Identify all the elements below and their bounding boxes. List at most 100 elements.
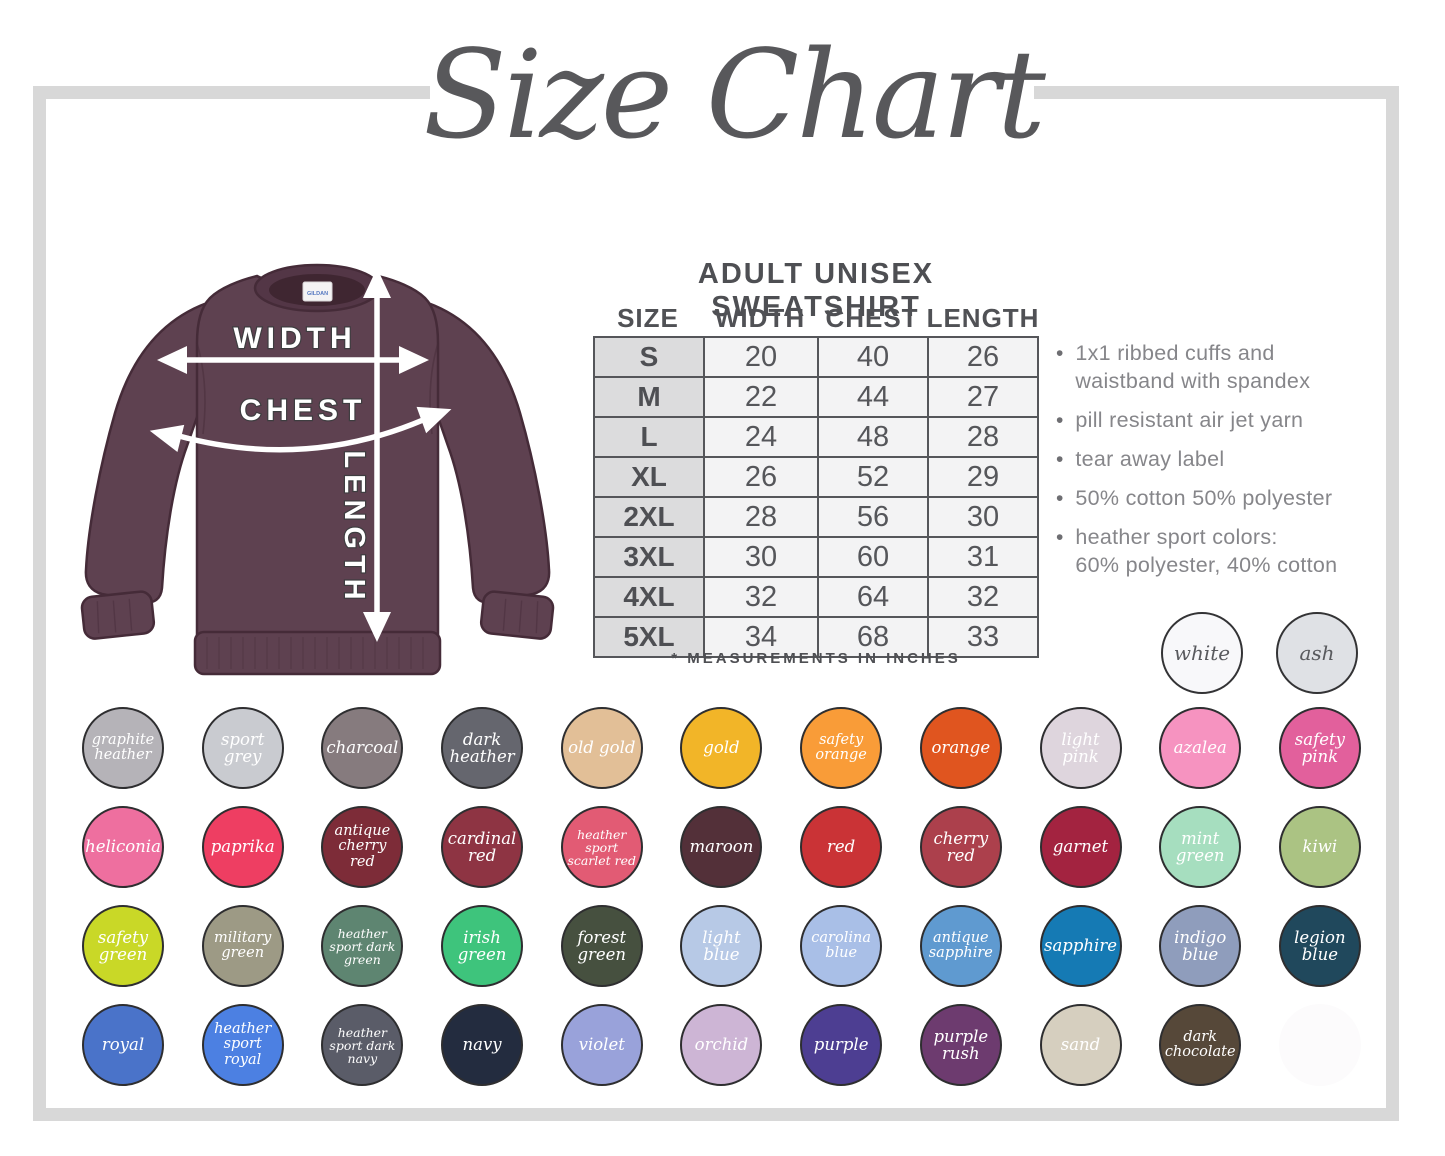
swatch-irish-green: irish green (441, 905, 524, 987)
swatch-heather-sport-dark-navy: heather sport dark navy (321, 1004, 404, 1086)
swatch-row: heliconia paprika antique cherry red cardin… (82, 806, 1361, 888)
feature-text: heather sport colors: 60% polyester, 40%… (1075, 524, 1338, 577)
swatch-cherry-red: cherry red (919, 806, 1002, 888)
width-arrow (157, 346, 429, 374)
size-table: SIZE WIDTH CHEST LENGTH S 20 40 26 M 22 44 27 L 24 48… (593, 300, 1039, 658)
column-header-chest: CHEST (825, 302, 919, 333)
swatch-paprika: paprika (201, 806, 284, 888)
sweatshirt-diagram: GILDAN WIDTH CHEST LENGTH (80, 263, 555, 676)
cell-value: 27 (927, 378, 1037, 416)
swatch-antique-sapphire: antique sapphire (919, 905, 1002, 987)
swatch-forest-green: forest green (560, 905, 643, 987)
swatch-sand: sand (1039, 1004, 1122, 1086)
cell-value: 26 (927, 338, 1037, 376)
size-table-header: SIZE WIDTH CHEST LENGTH (593, 300, 1039, 336)
feature-text: 1x1 ribbed cuffs and waistband with span… (1075, 341, 1311, 393)
width-label: WIDTH (233, 322, 356, 355)
swatch-mint-green: mint green (1159, 806, 1242, 888)
column-header-width: WIDTH (714, 302, 806, 333)
bullet-icon: • (1056, 525, 1064, 549)
swatch-charcoal: charcoal (321, 707, 404, 789)
cell-value: 40 (817, 338, 927, 376)
swatch-sapphire: sapphire (1039, 905, 1122, 987)
cell-value: 34 (703, 618, 817, 656)
cell-value: 44 (817, 378, 927, 416)
measurement-arrows: WIDTH CHEST LENGTH (149, 268, 452, 642)
chest-arrow (149, 406, 452, 453)
feature-item: • heather sport colors: 60% polyester, 40… (1056, 524, 1418, 580)
swatch-royal: royal (82, 1004, 164, 1086)
cell-value: 48 (817, 418, 927, 456)
cell-value: 22 (703, 378, 817, 416)
swatch-dark-chocolate: dark chocolate (1159, 1004, 1242, 1086)
measurements-note: * MEASUREMENTS IN INCHES (671, 650, 961, 667)
table-row-5xl: 5XL 34 68 33 (595, 616, 1037, 656)
length-arrow (363, 268, 391, 642)
swatch-legion-blue: legion blue (1278, 905, 1361, 987)
swatch-military-green: military green (201, 905, 284, 987)
size-cell: 5XL (595, 618, 703, 656)
cell-value: 28 (703, 498, 817, 536)
title-gap (430, 82, 1034, 102)
cell-value: 56 (817, 498, 927, 536)
brand-tag-label: GILDAN (307, 291, 328, 297)
swatch-grid: graphite heather sport grey charcoal dark h… (82, 707, 1361, 1103)
swatch-red: red (800, 806, 883, 888)
swatch-heather-sport-scarlet-red: heather sport scarlet red (560, 806, 643, 888)
swatch-old-gold: old gold (560, 707, 643, 789)
swatch-sport-grey: sport grey (201, 707, 284, 789)
cell-value: 26 (703, 458, 817, 496)
feature-text: pill resistant air jet yarn (1075, 407, 1304, 432)
bullet-icon: • (1056, 342, 1064, 365)
cell-value: 32 (703, 578, 817, 616)
collar-tag (302, 281, 333, 302)
size-cell: S (595, 338, 703, 376)
swatch-maroon: maroon (680, 806, 763, 888)
product-heading: ADULT UNISEX SWEATSHIRT (697, 258, 935, 323)
cell-value: 24 (703, 418, 817, 456)
bullet-icon: • (1056, 408, 1064, 432)
chest-label: CHEST (240, 394, 367, 427)
swatch-safety-pink: safety pink (1278, 707, 1361, 789)
swatch-heather-sport-dark-green: heather sport dark green (321, 905, 404, 987)
size-table-body: S 20 40 26 M 22 44 27 L 24 48 28 XL 26 52 29 2XL 28 56 30 3X… (593, 336, 1039, 658)
cell-value: 30 (927, 498, 1037, 536)
swatch-kiwi: kiwi (1278, 806, 1361, 888)
cell-value: 20 (703, 338, 817, 376)
swatch-safety-green: safety green (82, 905, 164, 987)
swatch-navy: navy (441, 1004, 524, 1086)
cell-value: 64 (817, 578, 927, 616)
swatch-dark-heather: dark heather (441, 707, 524, 789)
swatch-gold: gold (680, 707, 763, 789)
feature-item: • 1x1 ribbed cuffs and waistband with spa… (1056, 340, 1418, 396)
cell-value: 52 (817, 458, 927, 496)
table-row-l: L 24 48 28 (595, 416, 1037, 456)
swatch-heliconia: heliconia (82, 806, 164, 888)
bullet-icon: • (1056, 447, 1064, 471)
feature-item: • pill resistant air jet yarn (1056, 407, 1418, 435)
swatch-light-blue: light blue (680, 905, 763, 987)
swatch-ash: ash (1276, 612, 1358, 694)
swatch-cardinal-red: cardinal red (441, 806, 524, 888)
cell-value: 68 (817, 618, 927, 656)
length-label: LENGTH (338, 450, 370, 605)
size-cell: 2XL (595, 498, 703, 536)
size-cell: XL (595, 458, 703, 496)
swatch-garnet: garnet (1039, 806, 1122, 888)
page-title: Size Chart (423, 24, 1046, 166)
column-header-size: SIZE (617, 302, 679, 333)
feature-text: 50% cotton 50% polyester (1075, 485, 1333, 510)
swatch-antique-cherry-red: antique cherry red (321, 806, 404, 888)
swatch-heather-sport-royal: heather sport royal (201, 1004, 284, 1086)
swatch-purple: purple (800, 1004, 883, 1086)
swatch-graphite-heather: graphite heather (82, 707, 164, 789)
feature-item: • tear away label (1056, 446, 1418, 474)
swatch-carolina-blue: carolina blue (800, 905, 883, 987)
swatch-light-pink: light pink (1039, 707, 1122, 789)
table-row-s: S 20 40 26 (595, 338, 1037, 376)
swatch-ghost (1278, 1004, 1361, 1086)
cell-value: 29 (927, 458, 1037, 496)
swatch-row: royal heather sport royal heather sport da… (82, 1004, 1361, 1086)
table-row-3xl: 3XL 30 60 31 (595, 536, 1037, 576)
bullet-icon: • (1056, 486, 1064, 510)
